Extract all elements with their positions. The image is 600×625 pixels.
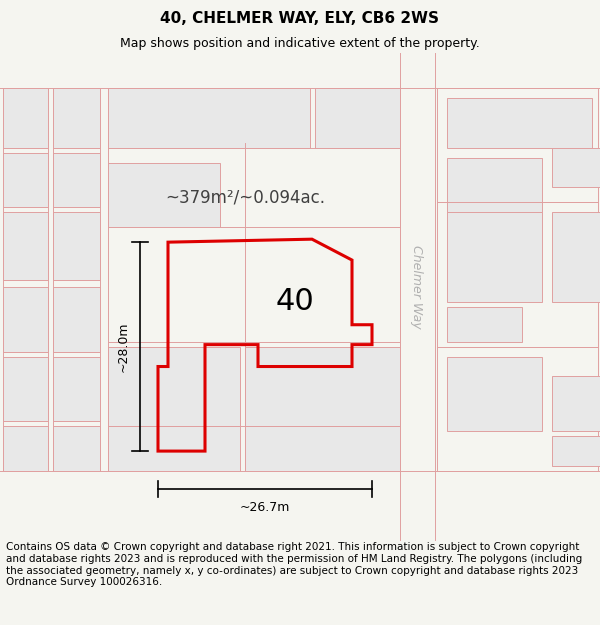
- Bar: [447, 213, 542, 302]
- Bar: [53, 426, 100, 471]
- Bar: [53, 213, 100, 280]
- Bar: [447, 98, 592, 148]
- Bar: [3, 287, 48, 352]
- Text: Contains OS data © Crown copyright and database right 2021. This information is : Contains OS data © Crown copyright and d…: [6, 542, 582, 587]
- Text: ~26.7m: ~26.7m: [240, 501, 290, 514]
- Text: Chelmer Way: Chelmer Way: [410, 245, 424, 329]
- Text: ~379m²/~0.094ac.: ~379m²/~0.094ac.: [165, 188, 325, 206]
- Bar: [53, 152, 100, 208]
- Bar: [53, 287, 100, 352]
- Bar: [447, 307, 522, 342]
- Bar: [447, 357, 542, 431]
- Bar: [447, 158, 542, 212]
- Bar: [53, 357, 100, 421]
- Bar: [108, 361, 240, 471]
- Text: ~28.0m: ~28.0m: [117, 321, 130, 372]
- Text: Map shows position and indicative extent of the property.: Map shows position and indicative extent…: [120, 38, 480, 50]
- Text: 40: 40: [275, 288, 314, 316]
- Bar: [552, 376, 600, 431]
- Text: 40, CHELMER WAY, ELY, CB6 2WS: 40, CHELMER WAY, ELY, CB6 2WS: [161, 11, 439, 26]
- Bar: [552, 148, 600, 188]
- Bar: [108, 162, 220, 228]
- Bar: [3, 88, 48, 148]
- Bar: [3, 426, 48, 471]
- Bar: [108, 347, 240, 426]
- Bar: [245, 361, 400, 471]
- Bar: [108, 88, 310, 148]
- Bar: [315, 88, 400, 148]
- Bar: [3, 357, 48, 421]
- Bar: [552, 436, 600, 466]
- Bar: [552, 213, 600, 302]
- Bar: [245, 347, 400, 426]
- Bar: [53, 88, 100, 148]
- Bar: [3, 213, 48, 280]
- Bar: [3, 152, 48, 208]
